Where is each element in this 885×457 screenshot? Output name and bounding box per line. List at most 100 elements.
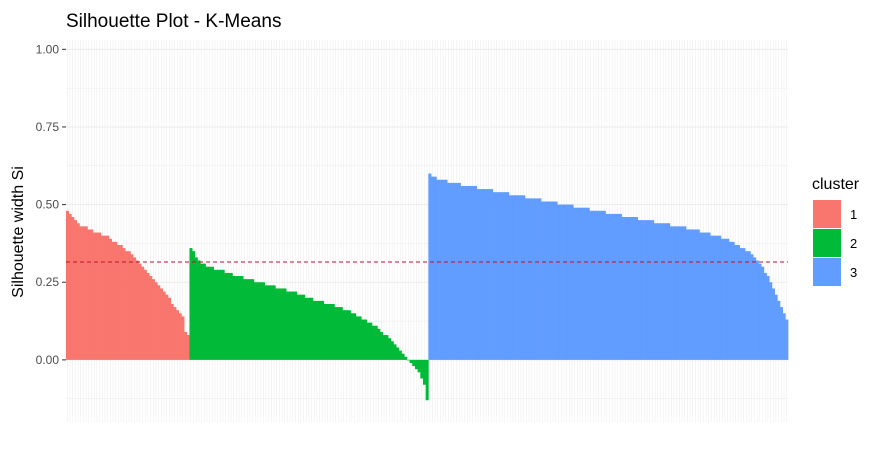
- silhouette-bar-cluster-2: [329, 303, 333, 360]
- silhouette-bar-cluster-2: [208, 266, 212, 360]
- silhouette-bar-cluster-3: [648, 220, 652, 360]
- y-tick-label: 0.25: [36, 275, 60, 289]
- silhouette-bar-cluster-1: [176, 310, 180, 360]
- silhouette-bar-cluster-2: [245, 279, 249, 360]
- silhouette-bar-cluster-3: [651, 220, 655, 360]
- silhouette-bar-cluster-3: [616, 213, 620, 360]
- silhouette-bar-cluster-3: [726, 238, 730, 360]
- silhouette-bar-cluster-2: [291, 291, 295, 360]
- silhouette-bar-cluster-1: [76, 223, 80, 360]
- silhouette-bar-cluster-3: [707, 232, 711, 360]
- silhouette-bar-cluster-3: [476, 189, 480, 360]
- silhouette-bar-cluster-3: [428, 173, 432, 360]
- silhouette-bar-cluster-2: [355, 316, 359, 360]
- silhouette-bar-cluster-3: [613, 213, 617, 360]
- silhouette-bar-cluster-3: [675, 226, 679, 360]
- silhouette-bar-cluster-3: [694, 229, 698, 360]
- silhouette-bar-cluster-1: [74, 220, 78, 360]
- silhouette-bar-cluster-3: [771, 288, 775, 360]
- silhouette-bar-cluster-3: [723, 238, 727, 360]
- silhouette-bar-cluster-3: [664, 223, 668, 360]
- silhouette-bar-cluster-3: [570, 204, 574, 360]
- silhouette-bar-cluster-3: [578, 207, 582, 360]
- silhouette-bar-cluster-1: [133, 257, 137, 360]
- silhouette-bar-cluster-1: [127, 251, 131, 360]
- silhouette-bar-cluster-3: [498, 192, 502, 360]
- silhouette-bar-cluster-2: [398, 350, 402, 360]
- silhouette-bar-cluster-3: [431, 176, 435, 360]
- silhouette-bar-cluster-2: [251, 279, 255, 360]
- silhouette-bar-cluster-3: [635, 217, 639, 360]
- silhouette-bar-cluster-2: [371, 325, 376, 360]
- silhouette-bar-cluster-3: [637, 220, 641, 360]
- silhouette-bar-cluster-3: [487, 189, 491, 360]
- silhouette-bar-cluster-2: [253, 282, 257, 360]
- silhouette-bar-cluster-3: [720, 238, 724, 360]
- silhouette-bar-cluster-3: [632, 217, 636, 360]
- silhouette-bar-cluster-3: [543, 201, 547, 360]
- silhouette-bar-cluster-3: [680, 226, 684, 360]
- silhouette-bar-cluster-1: [71, 217, 75, 360]
- silhouette-bar-cluster-1: [116, 244, 121, 360]
- silhouette-bar-cluster-1: [114, 241, 118, 360]
- silhouette-bar-cluster-3: [728, 241, 732, 360]
- silhouette-bar-cluster-2: [197, 260, 201, 360]
- silhouette-bar-cluster-3: [610, 213, 614, 360]
- silhouette-bar-cluster-3: [455, 182, 459, 360]
- silhouette-bar-cluster-2: [350, 313, 354, 360]
- silhouette-bar-cluster-2: [259, 282, 263, 360]
- silhouette-bar-cluster-2: [345, 310, 349, 360]
- silhouette-bar-cluster-2: [326, 303, 330, 360]
- silhouette-bar-cluster-3: [565, 204, 569, 360]
- silhouette-bar-cluster-2: [267, 285, 271, 360]
- silhouette-bar-cluster-3: [567, 204, 571, 360]
- silhouette-bar-cluster-3: [640, 220, 644, 360]
- silhouette-bar-cluster-3: [712, 235, 716, 360]
- silhouette-bar-cluster-2: [296, 294, 300, 360]
- silhouette-bar-cluster-3: [600, 210, 604, 360]
- silhouette-bar-cluster-3: [747, 251, 751, 360]
- legend-key-2: [813, 229, 841, 257]
- silhouette-bar-cluster-2: [272, 285, 276, 360]
- silhouette-bar-cluster-3: [473, 185, 478, 360]
- silhouette-bar-cluster-1: [103, 235, 107, 360]
- silhouette-bar-cluster-2: [299, 294, 303, 360]
- silhouette-bar-cluster-3: [538, 198, 542, 360]
- silhouette-bar-cluster-1: [149, 276, 153, 360]
- silhouette-bar-cluster-3: [584, 207, 588, 360]
- silhouette-bar-cluster-2: [200, 263, 204, 360]
- silhouette-bar-cluster-1: [95, 232, 99, 360]
- silhouette-bar-cluster-2: [229, 272, 233, 360]
- silhouette-bar-cluster-2: [232, 276, 236, 360]
- silhouette-bar-cluster-3: [594, 210, 598, 360]
- silhouette-bar-cluster-3: [672, 226, 676, 360]
- silhouette-bar-cluster-2: [283, 288, 287, 360]
- silhouette-bar-cluster-3: [468, 185, 472, 360]
- silhouette-bar-cluster-1: [130, 254, 134, 360]
- silhouette-bar-cluster-2: [334, 307, 338, 360]
- silhouette-bar-cluster-1: [122, 248, 126, 360]
- silhouette-bar-cluster-3: [479, 189, 483, 360]
- silhouette-bar-cluster-3: [758, 263, 762, 360]
- silhouette-bar-cluster-3: [629, 217, 633, 360]
- y-tick-label: 0.75: [36, 120, 60, 134]
- silhouette-bar-cluster-1: [90, 229, 94, 360]
- silhouette-bar-cluster-2: [280, 288, 284, 360]
- silhouette-bar-cluster-1: [154, 282, 158, 360]
- silhouette-bar-cluster-2: [369, 322, 373, 360]
- silhouette-bar-cluster-2: [318, 300, 322, 360]
- silhouette-bar-cluster-2: [312, 300, 316, 360]
- silhouette-bar-cluster-1: [135, 260, 139, 360]
- silhouette-bar-cluster-3: [465, 185, 469, 360]
- silhouette-bar-cluster-1: [165, 294, 169, 360]
- silhouette-bar-cluster-2: [224, 272, 228, 360]
- silhouette-bar-cluster-3: [691, 229, 695, 360]
- silhouette-bar-cluster-2: [390, 341, 394, 360]
- silhouette-bar-cluster-2: [353, 313, 357, 360]
- silhouette-bar-cluster-3: [562, 204, 566, 360]
- silhouette-bar-cluster-2: [412, 359, 416, 367]
- silhouette-bar-cluster-3: [753, 257, 757, 360]
- legend-key-3: [813, 258, 841, 286]
- silhouette-bar-cluster-3: [592, 210, 596, 360]
